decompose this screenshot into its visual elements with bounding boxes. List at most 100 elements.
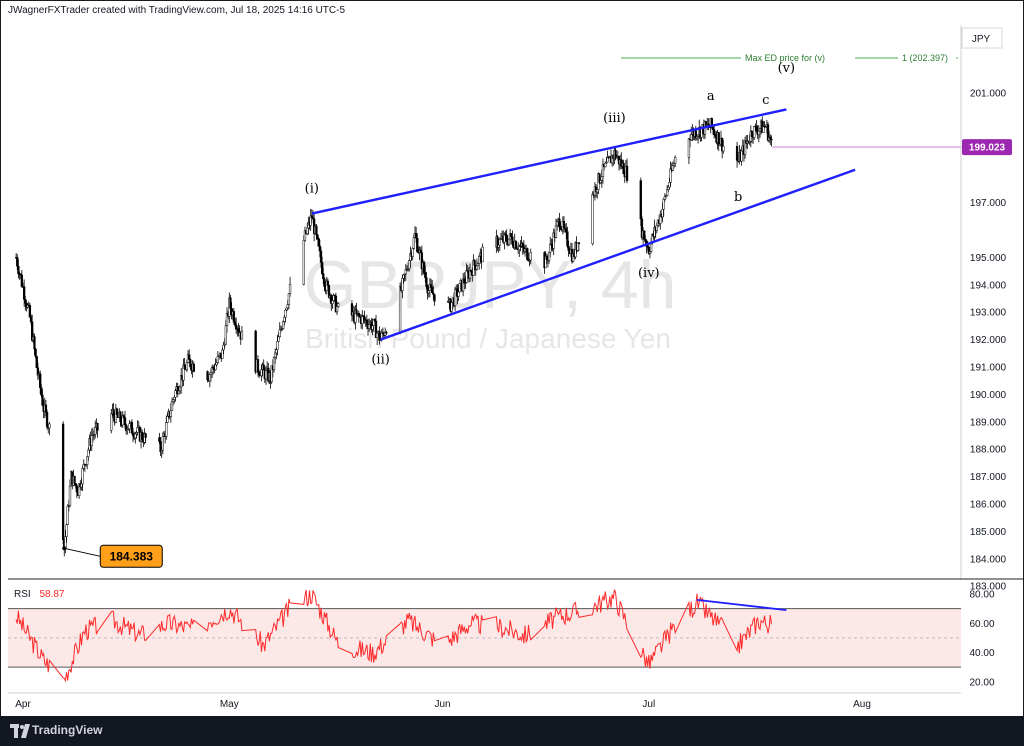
candle-body [240, 330, 244, 340]
candle-body [166, 416, 169, 423]
candle-body [188, 354, 191, 360]
candle-body [648, 251, 652, 254]
symbol-watermark: GBPJPY, 4h [304, 247, 677, 323]
price-tick-label: 188.000 [970, 445, 1007, 456]
candle-body [158, 437, 161, 442]
wedge-lower-trendline[interactable] [380, 168, 856, 341]
elliott-wave-labels: (i) (ii) (iii) (iv) a b c (v) [305, 61, 795, 368]
wedge-upper-trendline[interactable] [311, 108, 787, 215]
candle-body [326, 280, 330, 286]
candle-body [514, 241, 518, 249]
low-marker-leader [64, 547, 101, 557]
candle-body [655, 225, 658, 231]
candle-body [73, 475, 76, 484]
candle-body [216, 356, 219, 363]
candle-body [401, 278, 404, 291]
candle-body [123, 417, 127, 426]
rsi-tick-label: 60.00 [969, 619, 994, 630]
candle-body [316, 234, 319, 239]
candle-body [170, 401, 174, 411]
candle-body [112, 409, 115, 416]
candle-body [545, 256, 548, 260]
candle-body [644, 239, 647, 242]
candle-body [262, 364, 265, 371]
candle-body [275, 349, 278, 354]
time-tick-label: May [220, 699, 239, 710]
candle-body [317, 238, 320, 247]
price-tick-label: 184.000 [970, 554, 1007, 565]
candle-body [222, 344, 225, 351]
candle-body [558, 218, 561, 227]
low-price-marker[interactable]: 184.383 [62, 544, 163, 568]
target-line-value: 1 (202.397) [902, 53, 948, 63]
candle-body [667, 186, 670, 190]
candle-body [189, 359, 192, 368]
candle-body [554, 225, 558, 238]
target-value-bg [898, 52, 956, 64]
candle-body [376, 332, 379, 339]
candle-body [453, 289, 457, 306]
candle-body [277, 336, 280, 342]
candle-body [770, 138, 773, 141]
candle-body [81, 468, 84, 485]
wave-label: (iii) [603, 111, 626, 126]
candle-body [209, 371, 213, 375]
candle-body [278, 329, 281, 338]
rsi-tick-label: 40.00 [969, 648, 994, 659]
candle-body [68, 485, 72, 506]
candle-body [276, 341, 279, 350]
tradingview-brand[interactable]: TradingView [32, 723, 103, 737]
candle-body [753, 126, 756, 138]
candle-body [498, 239, 501, 246]
candle-body [221, 349, 224, 359]
candle-body [20, 274, 24, 287]
low-marker-value: 184.383 [110, 549, 154, 563]
candle-body [769, 136, 772, 140]
rsi-tick-label: 80.00 [969, 590, 994, 601]
candle-body [431, 287, 434, 294]
candle-body [690, 134, 693, 141]
candle-body [260, 369, 263, 377]
rsi-divergence-line[interactable] [696, 598, 787, 611]
rsi-series-line[interactable] [15, 589, 772, 683]
candle-body [591, 193, 594, 245]
candle-body [87, 449, 90, 457]
candle-body [755, 125, 758, 132]
candle-body [214, 364, 217, 371]
candle-body [423, 262, 426, 273]
time-tick-label: Aug [853, 699, 871, 710]
candle-body [322, 273, 325, 280]
price-tick-label: 185.000 [970, 527, 1007, 538]
candle-body [700, 127, 703, 138]
candle-body [96, 422, 99, 431]
candle-body [48, 423, 51, 429]
candle-body [321, 262, 324, 275]
candle-body [555, 221, 559, 227]
candle-body [424, 272, 427, 278]
candle-body [122, 415, 126, 418]
candle-body [476, 263, 480, 267]
candle-body [429, 284, 433, 288]
currency-box[interactable] [961, 27, 1003, 49]
candle-body [45, 411, 49, 428]
candle-body [504, 233, 507, 237]
footer-bar: TradingView [0, 716, 1024, 746]
candle-body [419, 249, 422, 253]
candle-body [425, 277, 428, 287]
candle-body [662, 198, 665, 210]
candle-body [319, 250, 323, 263]
max-ed-target-line[interactable]: Max ED price for (v) 1 (202.397) [621, 52, 958, 64]
currency-label: JPY [972, 34, 991, 45]
chart-canvas[interactable]: GBPJPY, 4h British Pound / Japanese Yen … [0, 0, 1024, 716]
price-tick-label: 194.000 [970, 280, 1007, 291]
candle-body [481, 246, 484, 263]
candle-body [90, 435, 93, 447]
candle-body [577, 242, 581, 245]
candle-body [257, 371, 261, 375]
candle-body [666, 189, 669, 196]
candle-body [567, 245, 570, 251]
candle-body [323, 278, 326, 287]
candle-body [41, 394, 44, 406]
candle-body [562, 221, 566, 229]
price-tick-label: 192.000 [970, 335, 1007, 346]
